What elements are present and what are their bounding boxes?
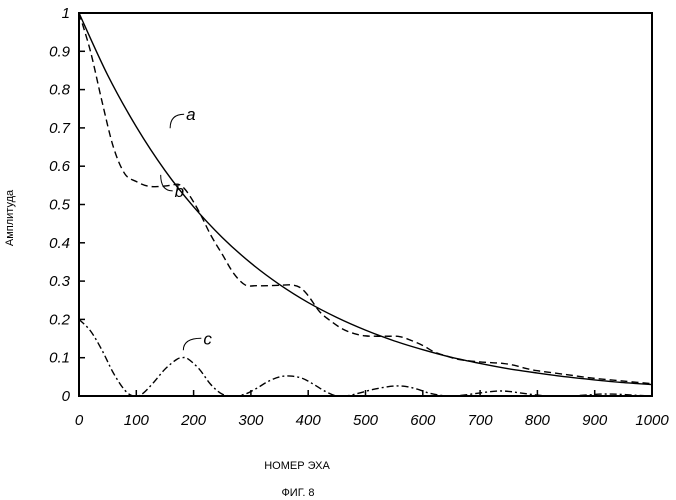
series-c-line — [79, 319, 652, 396]
y-tick-label: 1 — [62, 5, 70, 22]
x-tick-label: 500 — [353, 412, 379, 429]
curve-label-b: b — [175, 182, 184, 201]
y-tick-label: 0 — [62, 388, 71, 405]
y-tick-label: 0.7 — [49, 120, 71, 137]
curve-label-a: a — [186, 105, 195, 124]
curve-labels: a b c — [161, 105, 213, 350]
figure-label: ФИГ. 8 — [281, 487, 314, 499]
x-tick-label: 1000 — [635, 412, 669, 429]
x-tick-label: 0 — [75, 412, 84, 429]
x-tick-label: 200 — [180, 412, 207, 429]
y-tick-label: 0.6 — [49, 158, 71, 175]
x-tick-label: 800 — [525, 412, 551, 429]
y-tick-label: 0.2 — [49, 311, 71, 328]
curve-label-c: c — [203, 329, 212, 348]
x-tick-label: 700 — [468, 412, 494, 429]
leader-line-b — [161, 175, 173, 191]
y-tick-label: 0.5 — [49, 197, 71, 214]
y-tick-label: 0.4 — [49, 235, 70, 252]
y-axis-title: Амплитуда — [4, 189, 16, 246]
axis-ticks: 0 100 200 300 400 500 600 700 800 900 1000 0 0.1 0.2 0… — [49, 5, 669, 429]
series-b-line — [79, 13, 652, 384]
leader-line-a — [170, 114, 184, 128]
x-tick-label: 600 — [410, 412, 436, 429]
x-axis-title: НОМЕР ЭХА — [264, 460, 330, 472]
leader-line-c — [183, 338, 201, 350]
y-tick-label: 0.3 — [49, 273, 71, 290]
y-tick-label: 0.9 — [49, 43, 71, 60]
x-tick-label: 300 — [238, 412, 264, 429]
series-a-line — [79, 13, 652, 385]
x-tick-label: 100 — [124, 412, 150, 429]
plot-area — [79, 13, 652, 396]
x-tick-label: 900 — [582, 412, 608, 429]
plot-frame — [79, 13, 652, 396]
x-tick-label: 400 — [296, 412, 322, 429]
y-tick-label: 0.1 — [49, 350, 70, 367]
y-tick-label: 0.8 — [49, 82, 71, 99]
